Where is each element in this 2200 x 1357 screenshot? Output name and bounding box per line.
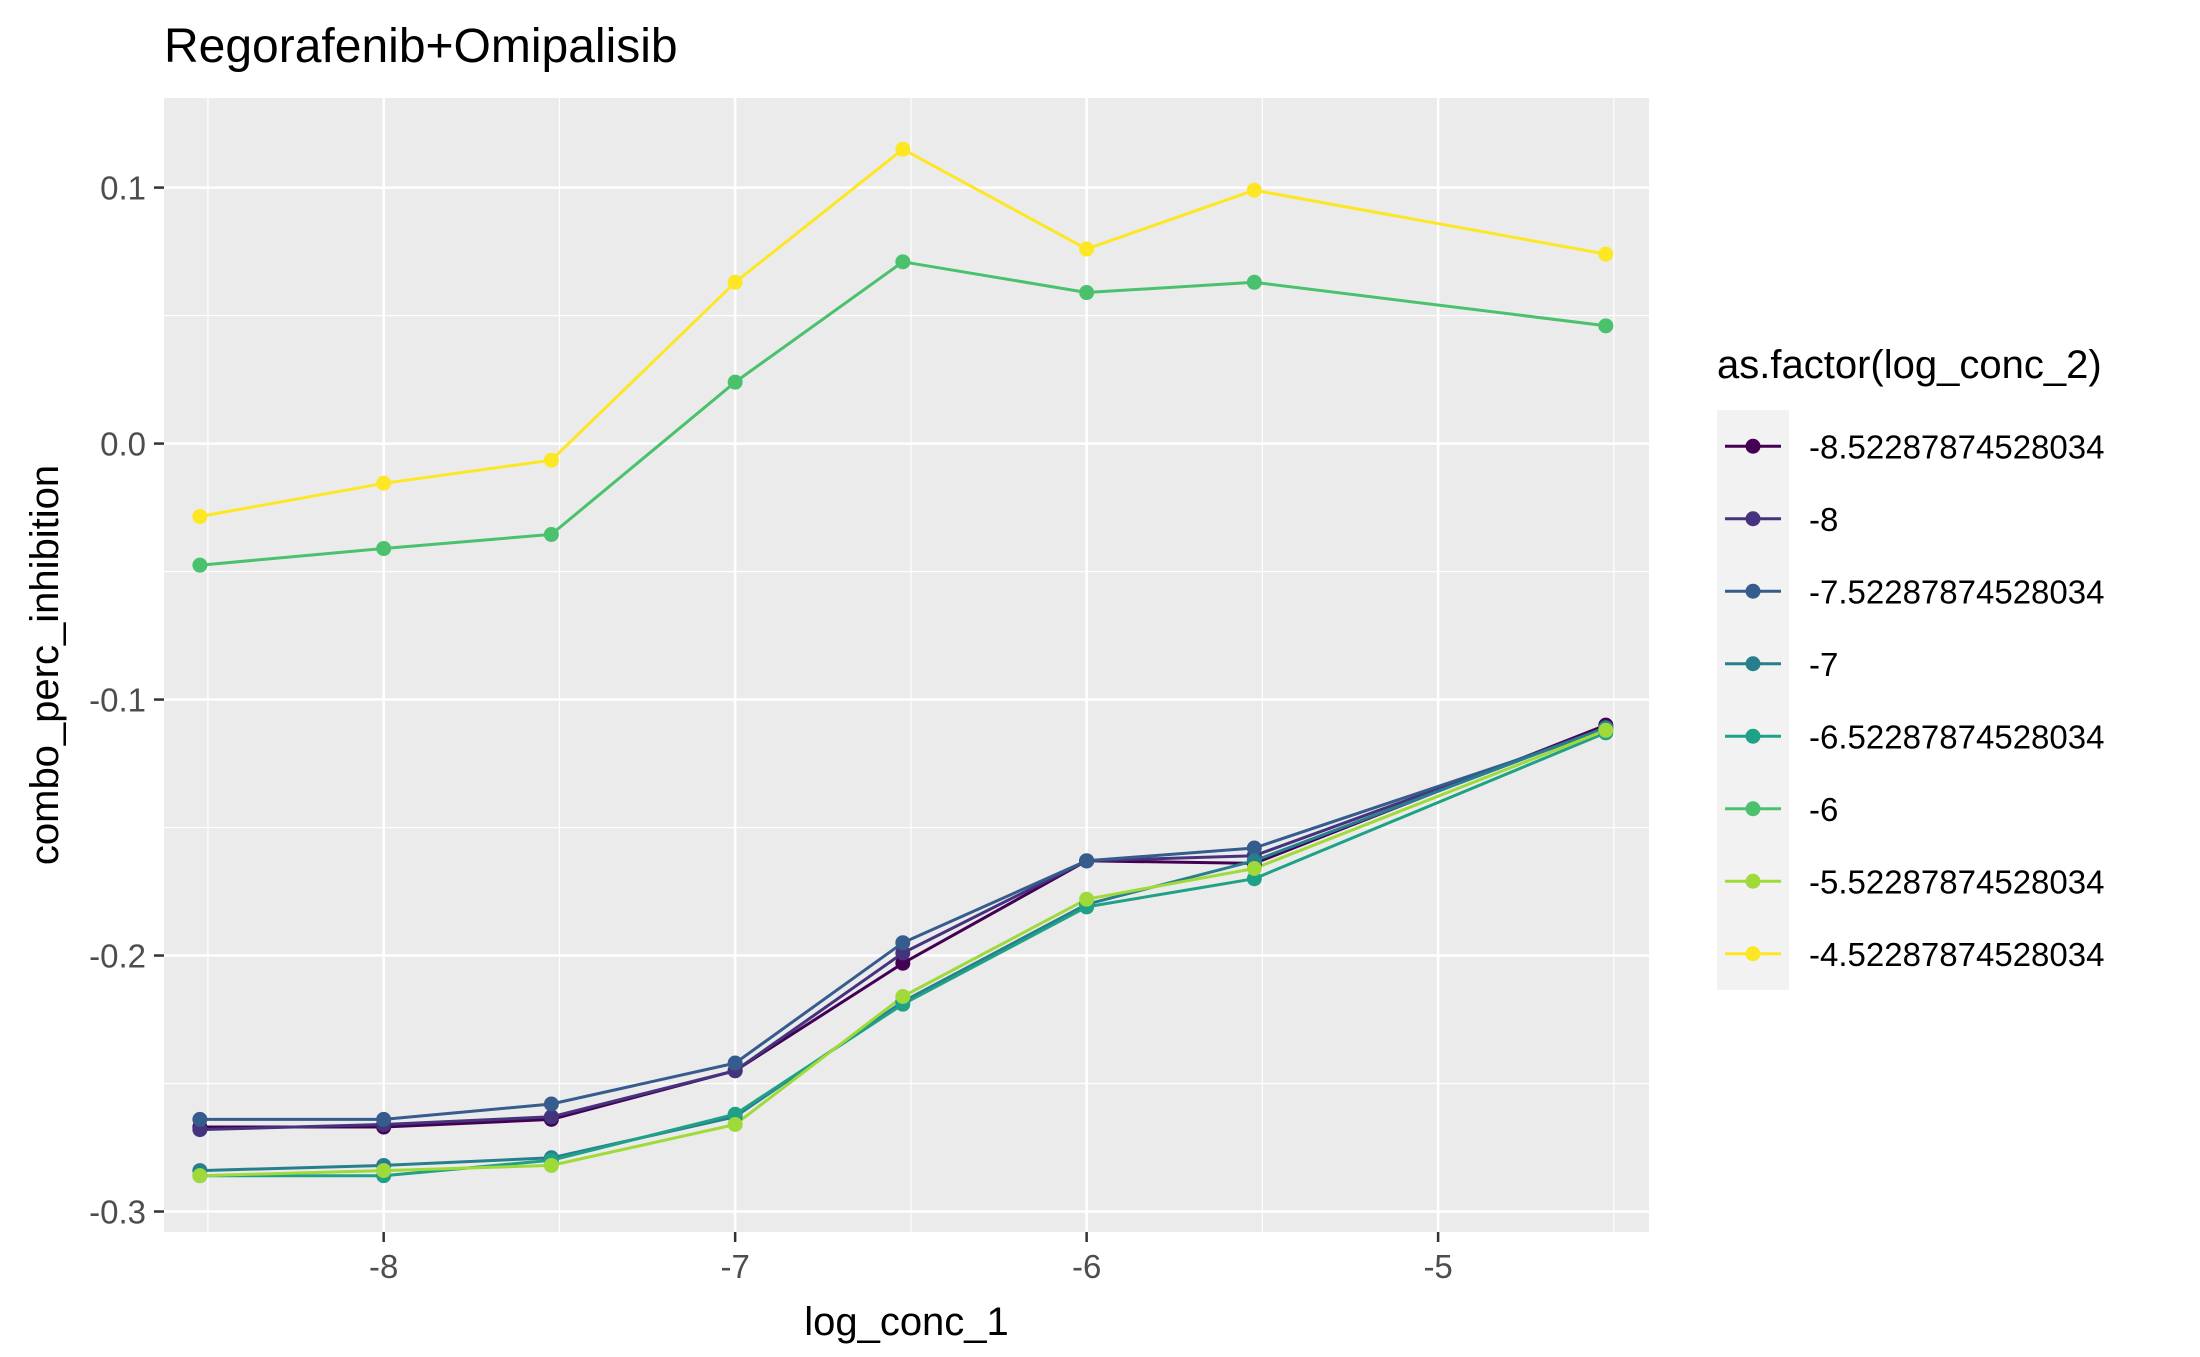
data-point [192, 1168, 208, 1184]
legend-key-point [1745, 511, 1761, 527]
legend-item: -7.52287874528034 [1725, 573, 2104, 610]
data-point [376, 475, 392, 491]
legend-label: -8.52287874528034 [1809, 428, 2104, 465]
data-point [895, 988, 911, 1004]
data-point [1079, 853, 1095, 869]
legend-label: -8 [1809, 501, 1838, 538]
series-line [199, 147, 1607, 518]
data-point [192, 557, 208, 573]
y-axis-title: combo_perc_inhibition [23, 465, 67, 865]
series-line [199, 728, 1607, 1121]
legend-label: -5.52287874528034 [1809, 863, 2104, 900]
legend-label: -7 [1809, 646, 1838, 683]
legend-item: -6 [1725, 791, 1838, 828]
legend-key-point [1745, 656, 1761, 672]
chart-title: Regorafenib+Omipalisib [164, 20, 678, 73]
data-point [543, 452, 559, 468]
series-line [199, 723, 1607, 1129]
x-tick-label: -5 [1423, 1248, 1452, 1285]
y-tick-label: -0.2 [89, 938, 146, 975]
series-points [192, 141, 1614, 1184]
legend-item: -4.52287874528034 [1725, 936, 2104, 973]
data-point [895, 935, 911, 951]
data-point [1246, 840, 1262, 856]
legend: as.factor(log_conc_2) -8.52287874528034-… [1717, 343, 2104, 990]
legend-key-point [1745, 728, 1761, 744]
data-point [1079, 285, 1095, 301]
y-tick-label: 0.0 [100, 426, 146, 463]
legend-label: -4.52287874528034 [1809, 936, 2104, 973]
data-point [376, 541, 392, 557]
legend-item: -8.52287874528034 [1725, 428, 2104, 465]
y-tick-label: -0.1 [89, 682, 146, 719]
legend-label: -6.52287874528034 [1809, 718, 2104, 755]
legend-item: -5.52287874528034 [1725, 863, 2104, 900]
y-axis: 0.1 0.0 -0.1 -0.2 -0.3 [89, 170, 164, 1231]
legend-item: -8 [1725, 501, 1838, 538]
x-axis-title: log_conc_1 [804, 1300, 1009, 1344]
data-point [727, 1055, 743, 1071]
x-tick-label: -7 [720, 1248, 749, 1285]
data-point [727, 1116, 743, 1132]
legend-key-point [1745, 583, 1761, 599]
legend-key-point [1745, 438, 1761, 454]
data-point [376, 1163, 392, 1179]
y-tick-label: -0.3 [89, 1194, 146, 1231]
series-lines [199, 147, 1607, 1178]
series-line [199, 728, 1607, 1178]
data-point [895, 141, 911, 157]
series-line [199, 260, 1606, 567]
data-point [543, 1157, 559, 1173]
data-point [727, 374, 743, 390]
x-axis: -8 -7 -6 -5 [369, 1232, 1453, 1285]
plot-panel [164, 98, 1649, 1232]
legend-title: as.factor(log_conc_2) [1717, 343, 2102, 387]
data-point [727, 274, 743, 290]
legend-label: -6 [1809, 791, 1838, 828]
y-tick-label: 0.1 [100, 170, 146, 207]
legend-key-point [1745, 873, 1761, 889]
data-point [1598, 722, 1614, 738]
legend-items: -8.52287874528034 -8 -7.52287874528034 -7 -6… [1725, 428, 2104, 973]
data-point [192, 509, 208, 525]
data-point [543, 526, 559, 542]
data-point [1079, 891, 1095, 907]
x-tick-label: -8 [369, 1248, 398, 1285]
data-point [376, 1111, 392, 1127]
legend-keys-background [1717, 410, 1789, 990]
series-line [199, 726, 1607, 1132]
legend-item: -6.52287874528034 [1725, 718, 2104, 755]
data-point [1598, 246, 1614, 262]
x-tick-label: -6 [1072, 1248, 1101, 1285]
data-point [1246, 861, 1262, 877]
legend-key-point [1745, 801, 1761, 817]
data-point [543, 1096, 559, 1112]
data-point [1246, 182, 1262, 198]
legend-item: -7 [1725, 646, 1838, 683]
legend-key-point [1745, 946, 1761, 962]
legend-label: -7.52287874528034 [1809, 573, 2104, 610]
data-point [1598, 318, 1614, 334]
grid-minor [164, 98, 1649, 1232]
data-point [543, 1109, 559, 1125]
data-point [1246, 274, 1262, 290]
data-point [895, 254, 911, 270]
data-point [192, 1111, 208, 1127]
data-point [1079, 241, 1095, 257]
